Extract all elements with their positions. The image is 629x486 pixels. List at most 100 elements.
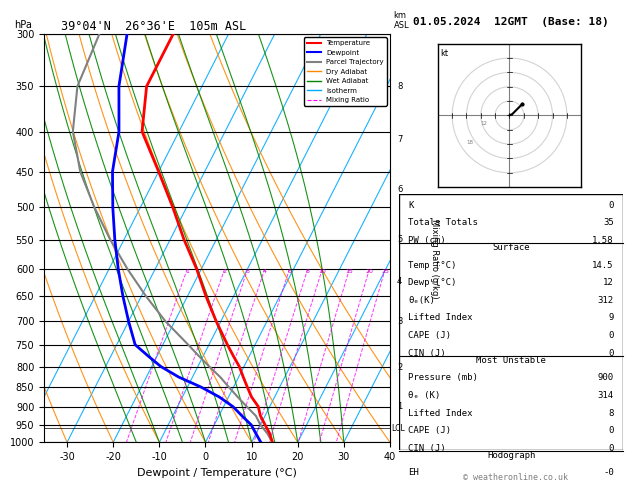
- Temperature: [143, 84, 150, 89]
- Line: Parcel Trajectory: Parcel Trajectory: [73, 34, 272, 442]
- Temperature: [138, 129, 146, 135]
- Text: 15: 15: [345, 269, 353, 274]
- Temperature: [257, 413, 264, 419]
- Text: EH: EH: [408, 469, 419, 477]
- Text: 1: 1: [186, 269, 189, 274]
- Text: 3: 3: [397, 317, 403, 326]
- Text: 10: 10: [318, 269, 326, 274]
- Text: -0: -0: [603, 469, 614, 477]
- Parcel Trajectory: [69, 129, 77, 135]
- Parcel Trajectory: [162, 318, 169, 324]
- Parcel Trajectory: [96, 31, 103, 37]
- Text: 6: 6: [397, 185, 403, 194]
- Text: 312: 312: [598, 296, 614, 305]
- Text: θₑ(K): θₑ(K): [408, 296, 435, 305]
- Text: kt: kt: [441, 50, 449, 58]
- Text: 18: 18: [467, 140, 474, 145]
- Text: Pressure (mb): Pressure (mb): [408, 373, 478, 382]
- Parcel Trajectory: [195, 353, 203, 359]
- Text: 1.58: 1.58: [593, 236, 614, 245]
- Dewpoint: [131, 342, 139, 347]
- Parcel Trajectory: [184, 342, 192, 347]
- Parcel Trajectory: [269, 439, 276, 445]
- Parcel Trajectory: [74, 84, 81, 89]
- Text: θₑ (K): θₑ (K): [408, 391, 440, 400]
- Temperature: [269, 439, 276, 445]
- Text: CAPE (J): CAPE (J): [408, 426, 452, 435]
- Temperature: [224, 342, 231, 347]
- Text: Surface: Surface: [493, 243, 530, 252]
- Temperature: [235, 364, 243, 369]
- Temperature: [169, 31, 177, 37]
- Temperature: [248, 394, 255, 400]
- Text: 8: 8: [306, 269, 309, 274]
- Temperature: [202, 293, 209, 299]
- Dewpoint: [157, 364, 165, 369]
- Dewpoint: [216, 394, 223, 400]
- Dewpoint: [175, 374, 182, 380]
- Text: 0: 0: [608, 331, 614, 340]
- Text: Most Unstable: Most Unstable: [476, 356, 546, 364]
- Dewpoint: [109, 169, 116, 174]
- Temperature: [193, 266, 201, 272]
- Text: km
ASL: km ASL: [394, 11, 409, 30]
- Dewpoint: [111, 237, 119, 243]
- Parcel Trajectory: [252, 413, 260, 419]
- Text: © weatheronline.co.uk: © weatheronline.co.uk: [464, 473, 568, 482]
- Text: 0: 0: [608, 426, 614, 435]
- Text: 20: 20: [365, 269, 374, 274]
- Text: Lifted Index: Lifted Index: [408, 409, 473, 417]
- Parcel Trajectory: [77, 169, 84, 174]
- Dewpoint: [123, 31, 131, 37]
- Dewpoint: [114, 266, 122, 272]
- Dewpoint: [115, 84, 123, 89]
- Parcel Trajectory: [206, 364, 213, 369]
- Temperature: [266, 431, 274, 436]
- Parcel Trajectory: [91, 204, 98, 210]
- Text: 2: 2: [223, 269, 226, 274]
- Text: CAPE (J): CAPE (J): [408, 331, 452, 340]
- Temperature: [230, 353, 237, 359]
- Text: PW (cm): PW (cm): [408, 236, 446, 245]
- Parcel Trajectory: [106, 237, 114, 243]
- Dewpoint: [109, 204, 116, 210]
- Text: 01.05.2024  12GMT  (Base: 18): 01.05.2024 12GMT (Base: 18): [413, 17, 609, 27]
- Text: 7: 7: [397, 136, 403, 144]
- Text: 39°04'N  26°36'E  105m ASL: 39°04'N 26°36'E 105m ASL: [62, 20, 247, 33]
- Text: CIN (J): CIN (J): [408, 444, 446, 453]
- Text: 8: 8: [608, 409, 614, 417]
- Text: Lifted Index: Lifted Index: [408, 313, 473, 322]
- Line: Dewpoint: Dewpoint: [113, 34, 261, 442]
- Temperature: [240, 374, 247, 380]
- Temperature: [261, 422, 269, 428]
- X-axis label: Dewpoint / Temperature (°C): Dewpoint / Temperature (°C): [137, 468, 297, 478]
- Text: 3: 3: [246, 269, 250, 274]
- Text: 0: 0: [608, 348, 614, 358]
- Text: 14.5: 14.5: [593, 260, 614, 270]
- Text: 314: 314: [598, 391, 614, 400]
- Temperature: [255, 403, 262, 409]
- Text: 0: 0: [608, 444, 614, 453]
- Parcel Trajectory: [216, 374, 224, 380]
- Parcel Trajectory: [243, 403, 250, 409]
- Text: 8: 8: [397, 82, 403, 91]
- Dewpoint: [238, 413, 246, 419]
- Text: LCL: LCL: [391, 424, 405, 433]
- Text: hPa: hPa: [14, 20, 33, 30]
- Temperature: [181, 237, 188, 243]
- Dewpoint: [119, 293, 126, 299]
- Dewpoint: [115, 129, 123, 135]
- Dewpoint: [125, 318, 132, 324]
- Line: Temperature: Temperature: [142, 34, 272, 442]
- Text: 12: 12: [603, 278, 614, 287]
- Text: Hodograph: Hodograph: [487, 451, 535, 460]
- Parcel Trajectory: [264, 431, 271, 436]
- Text: 0: 0: [608, 201, 614, 210]
- Dewpoint: [198, 384, 205, 390]
- Dewpoint: [252, 431, 260, 436]
- Dewpoint: [257, 439, 265, 445]
- Temperature: [213, 318, 220, 324]
- Text: CIN (J): CIN (J): [408, 348, 446, 358]
- Text: Totals Totals: Totals Totals: [408, 218, 478, 227]
- Text: 12: 12: [481, 122, 488, 126]
